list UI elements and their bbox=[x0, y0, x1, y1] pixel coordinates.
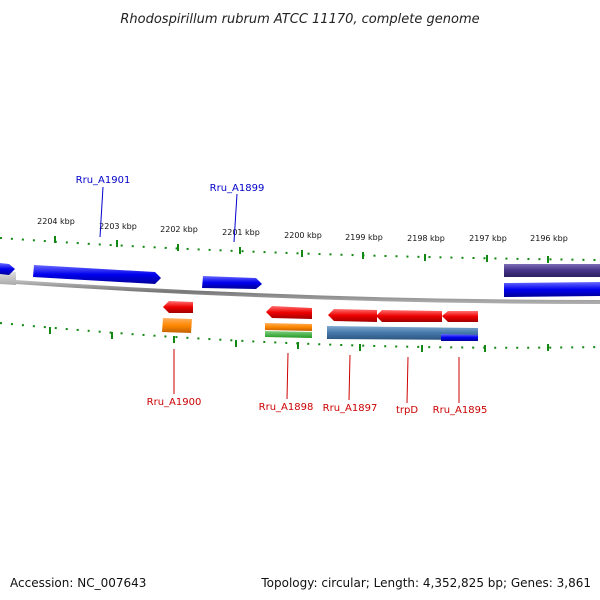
tick-label: 2204 kbp bbox=[37, 217, 75, 226]
gene-feature-blue-right[interactable] bbox=[504, 282, 600, 297]
outer-tick-arc bbox=[0, 237, 600, 261]
inner-major-ticks bbox=[49, 327, 549, 352]
tick-label: 2200 kbp bbox=[284, 231, 322, 240]
forward-strand bbox=[0, 263, 600, 297]
map-title: Rhodospirillum rubrum ATCC 11170, comple… bbox=[120, 12, 479, 27]
gene-rru-a1899[interactable] bbox=[202, 276, 262, 289]
gene-label[interactable]: Rru_A1895 bbox=[433, 405, 488, 416]
genome-backbone bbox=[0, 279, 600, 304]
gene-feature-left-edge[interactable] bbox=[0, 263, 15, 275]
gene-rru-a1901[interactable] bbox=[33, 265, 161, 284]
tick-label: 2199 kbp bbox=[345, 233, 383, 242]
tick-label: 2203 kbp bbox=[99, 222, 137, 231]
gene-feature-green[interactable] bbox=[265, 331, 312, 338]
label-leaders bbox=[99, 186, 460, 404]
accession-text: Accession: NC_007643 bbox=[10, 576, 147, 590]
gene-label[interactable]: Rru_A1899 bbox=[210, 183, 265, 194]
tick-labels: 2204 kbp 2203 kbp 2202 kbp 2201 kbp 2200… bbox=[37, 217, 568, 243]
tick-label: 2197 kbp bbox=[469, 234, 507, 243]
gene-trpd[interactable] bbox=[376, 310, 442, 322]
gene-label[interactable]: Rru_A1901 bbox=[76, 175, 131, 186]
gene-rru-a1898[interactable] bbox=[266, 306, 312, 319]
tick-label: 2198 kbp bbox=[407, 234, 445, 243]
genome-summary-text: Topology: circular; Length: 4,352,825 bp… bbox=[261, 576, 591, 590]
gene-label[interactable]: Rru_A1898 bbox=[259, 402, 314, 413]
gene-label[interactable]: Rru_A1900 bbox=[147, 397, 202, 408]
tick-label: 2202 kbp bbox=[160, 225, 198, 234]
gene-feature-steel[interactable] bbox=[327, 326, 478, 340]
gene-feature-orange-2[interactable] bbox=[265, 323, 312, 331]
gene-rru-a1900[interactable] bbox=[163, 301, 193, 313]
gene-label[interactable]: Rru_A1897 bbox=[323, 403, 378, 414]
outer-major-ticks bbox=[54, 236, 549, 263]
gene-label[interactable]: trpD bbox=[396, 405, 418, 416]
tick-label: 2196 kbp bbox=[530, 234, 568, 243]
tick-label: 2201 kbp bbox=[222, 228, 260, 237]
gene-feature-blue-small[interactable] bbox=[441, 334, 478, 341]
gene-rru-a1895[interactable] bbox=[442, 311, 478, 322]
gene-feature-dark[interactable] bbox=[504, 264, 600, 277]
reverse-strand bbox=[162, 301, 478, 341]
gene-feature-orange-1[interactable] bbox=[162, 318, 192, 333]
gene-labels: Rru_A1901 Rru_A1899 Rru_A1900 Rru_A1898 … bbox=[76, 175, 488, 416]
gene-rru-a1897[interactable] bbox=[328, 309, 377, 322]
gene-feature-grey[interactable] bbox=[0, 271, 16, 285]
